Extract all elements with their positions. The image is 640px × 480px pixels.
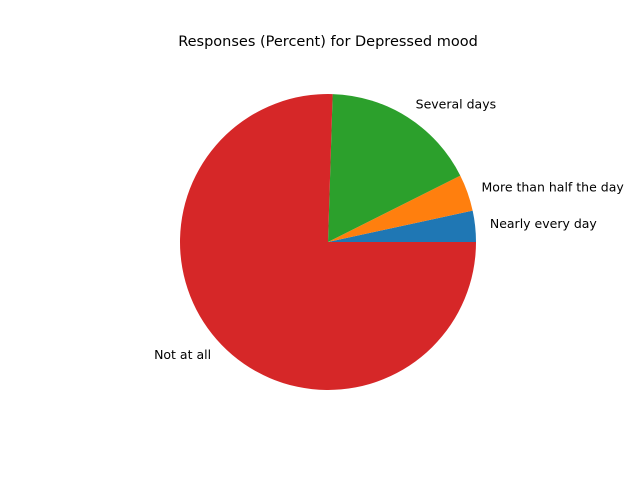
pie-slice-0 [328,210,476,242]
pie-slice-2 [328,94,461,242]
slice-label-2: Several days [416,96,496,111]
pie-slice-3 [180,94,476,390]
pie-slice-1 [328,175,473,242]
slice-label-0: Nearly every day [490,216,598,231]
slice-label-3: Not at all [154,347,211,362]
chart-title: Responses (Percent) for Depressed mood [178,34,478,50]
slice-label-1: More than half the day [482,179,625,194]
